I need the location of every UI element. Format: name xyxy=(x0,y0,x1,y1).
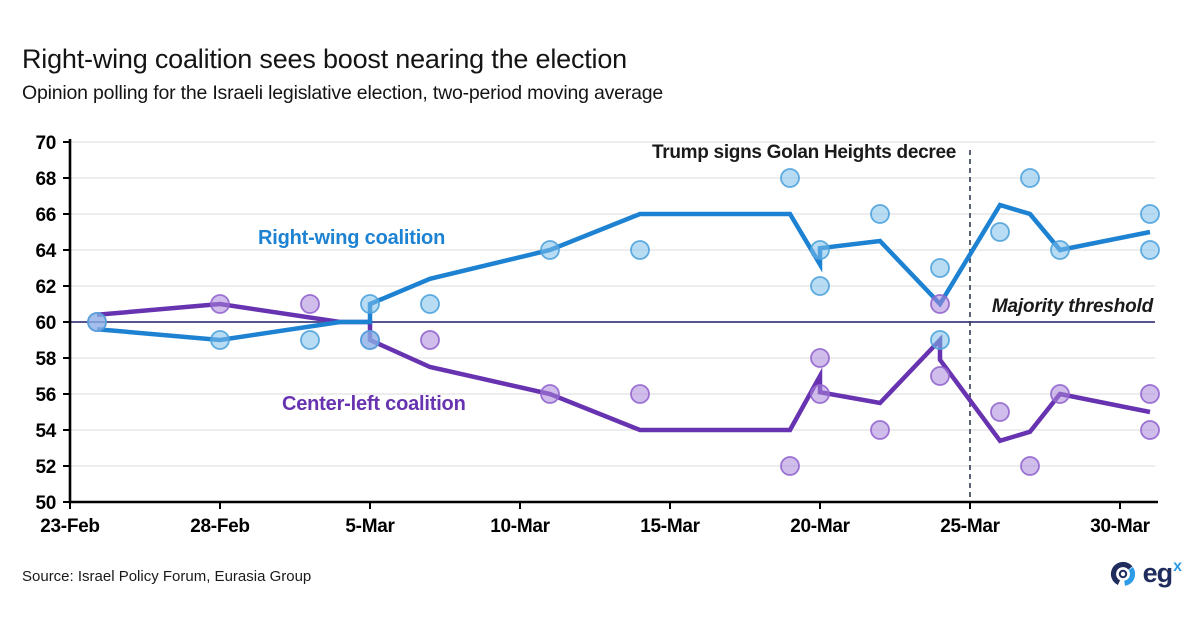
svg-text:15-Mar: 15-Mar xyxy=(640,516,700,537)
eurasia-group-logo-icon xyxy=(1110,561,1135,587)
svg-text:50: 50 xyxy=(35,493,56,514)
event-annotation: Trump signs Golan Heights decree xyxy=(652,142,956,163)
svg-text:68: 68 xyxy=(35,169,56,190)
svg-text:30-Mar: 30-Mar xyxy=(1090,516,1150,537)
svg-text:23-Feb: 23-Feb xyxy=(40,516,99,537)
right-wing-series-label: Right-wing coalition xyxy=(258,227,446,249)
svg-text:56: 56 xyxy=(35,385,56,406)
svg-text:28-Feb: 28-Feb xyxy=(190,516,249,537)
axes: 50 52 54 56 58 60 62 64 66 68 70 23-Feb 28-Feb 5-Mar 1… xyxy=(35,133,1158,537)
svg-text:58: 58 xyxy=(35,349,56,370)
center-left-series-label: Center-left coalition xyxy=(282,393,466,415)
svg-text:70: 70 xyxy=(35,133,56,154)
page-title: Right-wing coalition sees boost nearing … xyxy=(22,44,627,74)
svg-text:52: 52 xyxy=(35,457,56,478)
right-wing-coalition-line xyxy=(96,202,1151,343)
source-note: Source: Israel Policy Forum, Eurasia Gro… xyxy=(22,568,312,585)
svg-text:20-Mar: 20-Mar xyxy=(790,516,850,537)
chart-subtitle: Opinion polling for the Israeli legislat… xyxy=(22,82,664,104)
svg-text:64: 64 xyxy=(35,241,56,262)
svg-text:5-Mar: 5-Mar xyxy=(345,516,395,537)
logo-sup: x xyxy=(1173,558,1182,575)
eurasia-group-logo: eg x xyxy=(1108,556,1182,590)
svg-text:25-Mar: 25-Mar xyxy=(940,516,1000,537)
right-wing-coalition-polls-dots xyxy=(87,168,1160,350)
svg-text:66: 66 xyxy=(35,205,56,226)
svg-text:54: 54 xyxy=(35,421,56,442)
svg-text:62: 62 xyxy=(35,277,56,298)
svg-text:10-Mar: 10-Mar xyxy=(490,516,550,537)
majority-threshold-label: Majority threshold xyxy=(991,296,1153,317)
logo-text: eg xyxy=(1142,558,1173,588)
svg-text:60: 60 xyxy=(35,313,56,334)
center-left-coalition-line xyxy=(96,301,1151,444)
